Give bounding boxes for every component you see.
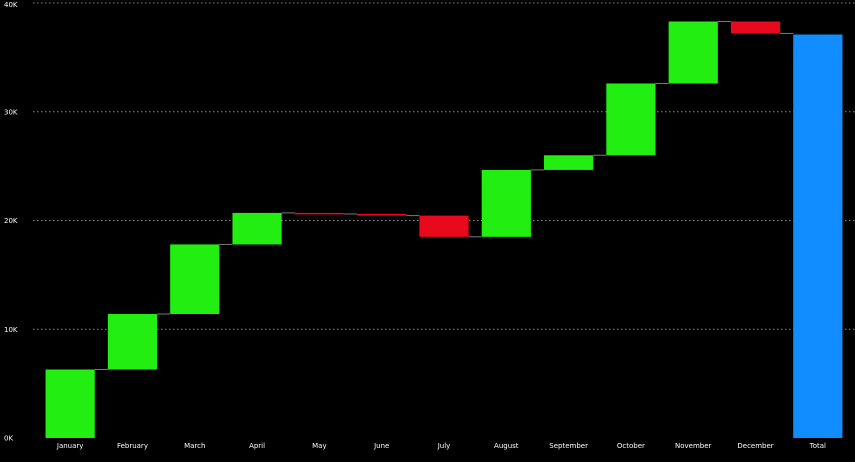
bar-increase (107, 314, 158, 370)
y-tick-label: 30K (4, 108, 18, 116)
x-tick-label: June (373, 442, 389, 450)
bar-decrease (730, 21, 781, 34)
x-tick-label: September (549, 442, 588, 450)
bar-decrease (419, 215, 469, 237)
y-tick-label: 10K (4, 326, 18, 334)
y-tick-label: 20K (4, 217, 18, 225)
y-axis-tick-labels: 0K 10K 20K 30K 40K (4, 1, 18, 443)
x-tick-label: April (249, 442, 265, 450)
bar-decrease (294, 212, 344, 215)
x-tick-label: Total (809, 442, 826, 450)
bar-increase (170, 244, 220, 315)
x-axis-tick-labels: January February March April May June July Augu… (56, 442, 826, 450)
bar-increase (481, 169, 531, 237)
x-tick-label: May (312, 442, 326, 450)
gridlines (33, 2, 855, 330)
x-tick-label: July (437, 442, 451, 450)
bar-total (793, 34, 843, 438)
y-tick-label: 0K (4, 435, 13, 443)
connector-lines (94, 20, 794, 370)
x-tick-label: March (184, 442, 205, 450)
x-tick-label: January (56, 442, 84, 450)
bar-increase (668, 21, 718, 84)
x-tick-label: February (117, 442, 148, 450)
bar-increase (232, 212, 282, 245)
x-tick-label: November (675, 442, 712, 450)
bar-increase (606, 83, 656, 156)
x-tick-label: December (737, 442, 773, 450)
bar-increase (544, 155, 594, 170)
y-tick-label: 40K (4, 1, 18, 9)
bars (45, 21, 843, 438)
bar-decrease (357, 213, 407, 216)
x-tick-label: August (494, 442, 519, 450)
bar-increase (45, 369, 95, 438)
x-tick-label: October (617, 442, 645, 450)
